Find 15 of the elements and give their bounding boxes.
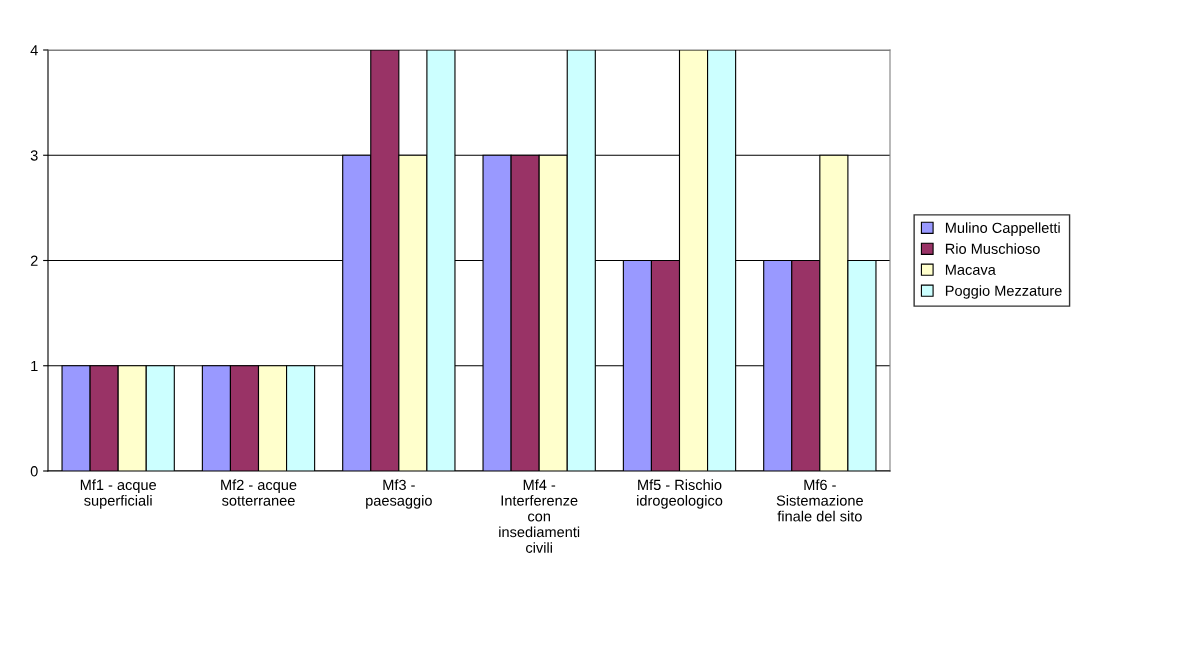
x-tick-label: Mf2 - acque sotterranee (221, 479, 297, 506)
y-tick-label: 1 (31, 361, 38, 372)
y-tick-label: 2 (30, 255, 38, 266)
x-tick-label: Mf4 - Interferenze con insediamenti civili (499, 479, 580, 553)
y-tick-label: 3 (30, 150, 38, 161)
legend-label: Poggio Mezzature (945, 285, 1062, 299)
legend-label: Macava (945, 264, 996, 275)
legend-label: Rio Muschioso (945, 243, 1040, 254)
x-tick-label: Mf3 - paesaggio (366, 479, 432, 509)
x-tick-label: Mf5 - Rischio idrogeologico (637, 479, 723, 509)
y-tick-label: 4 (30, 45, 38, 56)
x-tick-label: Mf1 - acque superficiali (80, 479, 157, 509)
legend-label: Mulino Cappelletti (945, 222, 1060, 236)
x-tick-label: Mf6 - Sistemazione finale del sito (776, 479, 863, 522)
y-tick-label: 0 (30, 466, 38, 477)
